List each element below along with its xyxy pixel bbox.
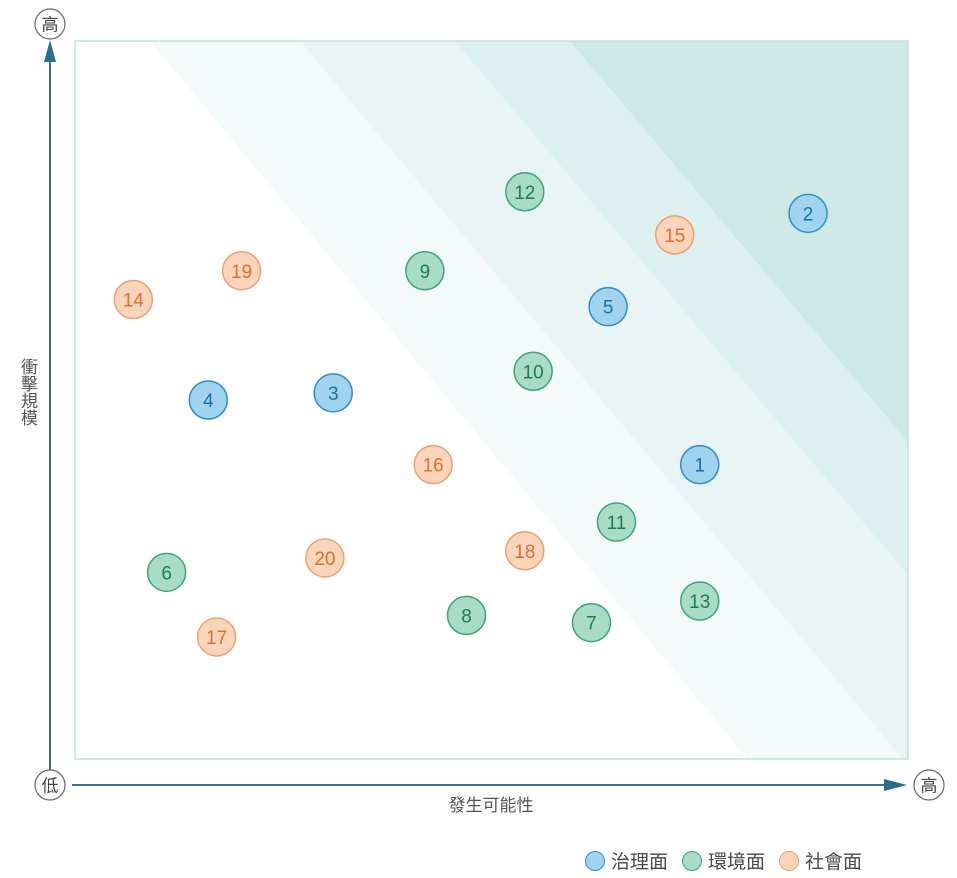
legend-label-social: 社會面 [804,851,862,873]
legend-swatch-governance [584,850,605,871]
data-point-16: 16 [413,444,453,485]
data-point-label: 2 [803,204,814,225]
data-point-11: 11 [596,502,637,542]
data-point-14: 14 [113,279,154,320]
data-point-label: 3 [328,384,339,405]
data-point-20: 20 [305,538,345,578]
data-point-15: 15 [655,215,695,255]
data-point-marker [588,286,628,327]
data-point-marker [313,373,353,413]
data-point-marker [788,193,828,234]
legend-label-governance: 治理面 [610,851,668,873]
x-high-label: 高 [921,777,938,797]
data-point-marker [113,279,154,320]
x-high-badge: 高 [913,769,945,801]
legend-label-environment: 環境面 [707,851,765,873]
data-point-label: 4 [203,391,214,412]
data-point-19: 19 [221,251,262,291]
data-point-marker [188,380,229,420]
x-axis-title: 發生可能性 [449,796,534,816]
data-point-marker [446,595,487,636]
data-point-13: 13 [680,581,720,621]
data-point-6: 6 [146,552,187,593]
data-point-marker [513,351,553,392]
legend-swatch-environment [681,850,702,871]
data-point-label: 8 [461,606,472,627]
data-point-marker [305,538,345,578]
risk-bands [150,41,908,759]
data-point-17: 17 [196,617,237,657]
risk-matrix-chart: 高 低 高 發生可能性 衝擊規模 12345678910111213141516… [17,8,945,816]
data-point-marker [196,617,237,657]
data-point-label: 14 [123,290,145,311]
data-point-label: 19 [231,262,252,283]
data-point-label: 6 [161,563,172,584]
data-point-label: 11 [607,513,627,534]
data-point-label: 5 [603,298,614,319]
data-point-3: 3 [313,373,353,413]
data-point-18: 18 [505,531,545,571]
data-point-label: 15 [664,226,685,247]
data-point-marker [655,215,695,255]
legend: 治理面 環境面 社會面 [584,847,862,874]
data-point-label: 18 [514,542,535,563]
data-point-12: 12 [505,172,545,212]
data-point-10: 10 [513,351,553,392]
legend-item-social: 社會面 [778,847,862,874]
risk-band-4 [570,41,908,442]
data-point-marker [505,531,545,571]
legend-item-environment: 環境面 [681,847,765,874]
data-point-8: 8 [446,595,487,636]
y-axis-arrow [44,40,56,62]
legend-swatch-social [778,850,799,871]
x-axis-arrow [884,779,907,791]
data-point-label: 1 [694,456,705,477]
data-point-2: 2 [788,193,828,234]
data-point-5: 5 [588,286,628,327]
x-low-label: 低 [42,777,59,797]
data-point-marker [221,251,262,291]
data-point-marker [596,502,637,542]
data-point-label: 7 [586,614,597,635]
data-point-label: 9 [420,262,431,283]
data-point-label: 12 [514,183,535,204]
data-point-9: 9 [405,251,445,291]
y-high-badge: 高 [34,8,66,40]
plot-frame [74,40,909,760]
data-point-label: 20 [314,549,335,570]
y-high-label: 高 [42,16,59,36]
legend-item-governance: 治理面 [584,847,668,874]
y-axis-title: 衝擊規模 [17,358,38,426]
data-point-marker [680,581,720,621]
data-point-7: 7 [571,602,612,643]
data-point-label: 16 [423,456,444,477]
data-point-4: 4 [188,380,229,420]
data-point-marker [680,444,720,485]
data-point-label: 17 [206,628,227,649]
data-point-marker [146,552,187,593]
x-low-badge: 低 [34,769,66,801]
data-point-label: 13 [689,592,710,613]
data-point-marker [405,251,445,291]
data-point-marker [505,172,545,212]
data-point-label: 10 [523,362,544,383]
data-point-marker [571,602,612,643]
data-point-1: 1 [680,444,720,485]
data-point-marker [413,444,453,485]
